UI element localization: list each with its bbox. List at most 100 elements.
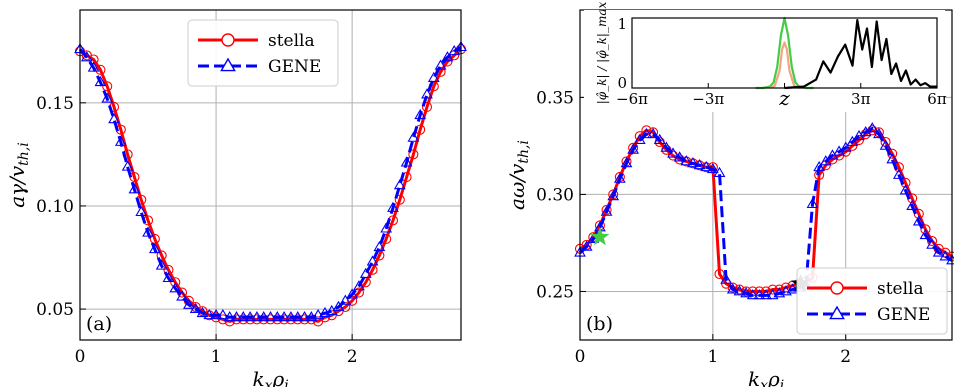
a-xtick-label-0: 0 — [75, 347, 86, 367]
panel-b-inset: −6π −3π 3π 6π z 0 1 |φ̂_k| / |φ̂_k|_max — [584, 2, 947, 112]
b-gene-point — [906, 199, 919, 210]
a-ytick-label-0: 0.05 — [36, 300, 74, 320]
b-stella-point — [767, 284, 778, 295]
a-gene-point — [312, 308, 325, 320]
b-gene-point — [580, 240, 593, 251]
a-ytick-label-1: 0.10 — [36, 197, 74, 217]
b-stella-point — [727, 282, 738, 293]
a-legend-gene-label: GENE — [268, 57, 321, 77]
inset-background — [584, 10, 945, 112]
b-ytick-label-0: 0.25 — [536, 282, 574, 302]
a-gene-point — [182, 298, 195, 309]
a-gene-point — [380, 222, 393, 233]
b-gene-point — [760, 289, 772, 300]
b-gene-point — [633, 133, 646, 144]
b-gene-point — [620, 157, 633, 168]
a-gene-point — [101, 92, 114, 103]
panel-a-ylabel: aγ/vth,i — [5, 142, 32, 208]
a-gene-point — [176, 290, 188, 301]
a-gene-point — [87, 61, 100, 72]
inset-xlabel: z — [778, 86, 790, 110]
b-gene-point — [607, 190, 620, 201]
b-gene-point — [733, 285, 746, 296]
panel-b-ticks: 0 1 2 0.25 0.30 0.35 — [536, 88, 851, 367]
b-gene-point — [813, 160, 826, 172]
inset-xtick-label-0: −6π — [616, 90, 648, 108]
a-gene-point — [285, 311, 297, 322]
a-gene-point — [210, 308, 222, 320]
panel-a-frame — [79, 9, 462, 341]
b-stella-point — [714, 268, 725, 280]
inset-xtick-label-3: 3π — [851, 90, 871, 108]
a-gene-point — [148, 242, 161, 254]
b-xtick-label-2: 2 — [840, 347, 851, 367]
b-gene-point — [667, 147, 679, 158]
inset-ylabel: |φ̂_k| / |φ̂_k|_max — [595, 2, 609, 105]
inset-curve-2 — [784, 19, 937, 90]
a-gene-point — [114, 135, 127, 146]
b-stella-point — [608, 189, 619, 200]
a-stella-point — [408, 149, 419, 160]
b-gene-point — [693, 158, 706, 170]
b-gene-point — [873, 127, 885, 139]
b-gene-point — [839, 141, 852, 152]
a-gene-point — [142, 226, 154, 237]
b-gene-point — [912, 215, 925, 226]
b-gene-point — [600, 205, 613, 216]
a-gene-point — [108, 113, 120, 124]
a-stella-point — [394, 194, 405, 205]
b-xtick-label-0: 0 — [575, 347, 586, 367]
a-gene-point — [189, 302, 202, 313]
b-gene-point — [673, 151, 686, 162]
a-gene-point — [434, 59, 447, 70]
a-gene-point — [251, 311, 263, 322]
a-gene-point — [441, 51, 454, 62]
a-gene-point — [421, 88, 433, 99]
b-gene-point — [886, 153, 899, 164]
a-gene-point — [257, 311, 270, 322]
b-gene-point — [926, 238, 938, 249]
panel-a-xlabel: kxρi — [253, 367, 289, 387]
panel-b-stars — [590, 227, 811, 292]
b-legend-gene-marker — [829, 305, 845, 320]
a-gene-point — [203, 308, 216, 320]
b-gene-point — [899, 184, 912, 195]
b-gene-point — [819, 155, 832, 166]
b-stella-point — [927, 235, 938, 247]
b-gene-point — [726, 283, 739, 294]
a-gene-point — [196, 306, 209, 318]
b-gene-point — [627, 143, 640, 154]
a-gene-point — [162, 271, 175, 283]
b-gene-point — [746, 289, 759, 300]
b-legend-stella-marker — [830, 281, 844, 295]
a-gene-point — [298, 311, 311, 322]
a-gene-point — [135, 205, 148, 217]
a-gene-point — [223, 311, 236, 322]
b-gene-point — [680, 155, 693, 166]
a-stella-point — [340, 301, 351, 313]
b-stella-point — [581, 239, 592, 250]
a-gene-point — [373, 240, 386, 252]
a-legend-stella-label: stella — [268, 31, 315, 51]
a-stella-point — [88, 54, 99, 65]
a-gene-point — [216, 308, 229, 320]
panel-a-series — [74, 40, 467, 327]
inset-curve-1 — [769, 41, 800, 90]
a-gene-point — [387, 201, 399, 212]
b-ytick-label-2: 0.35 — [536, 88, 574, 108]
a-stella-point — [102, 81, 113, 92]
a-gene-point — [169, 282, 182, 293]
b-gene-point — [700, 160, 713, 172]
b-gene-point — [720, 273, 733, 284]
b-gene-point — [740, 287, 752, 298]
b-ytick-label-1: 0.30 — [536, 185, 574, 205]
panel-b-series — [574, 122, 954, 300]
a-gene-point — [359, 267, 372, 278]
panel-b-ylabel: aω/vth,i — [505, 140, 532, 210]
a-gene-point — [80, 51, 93, 62]
b-gene-point — [892, 168, 905, 179]
b-gene-point — [687, 157, 699, 168]
b-gene-point — [640, 127, 653, 139]
b-gene-point — [753, 289, 766, 300]
